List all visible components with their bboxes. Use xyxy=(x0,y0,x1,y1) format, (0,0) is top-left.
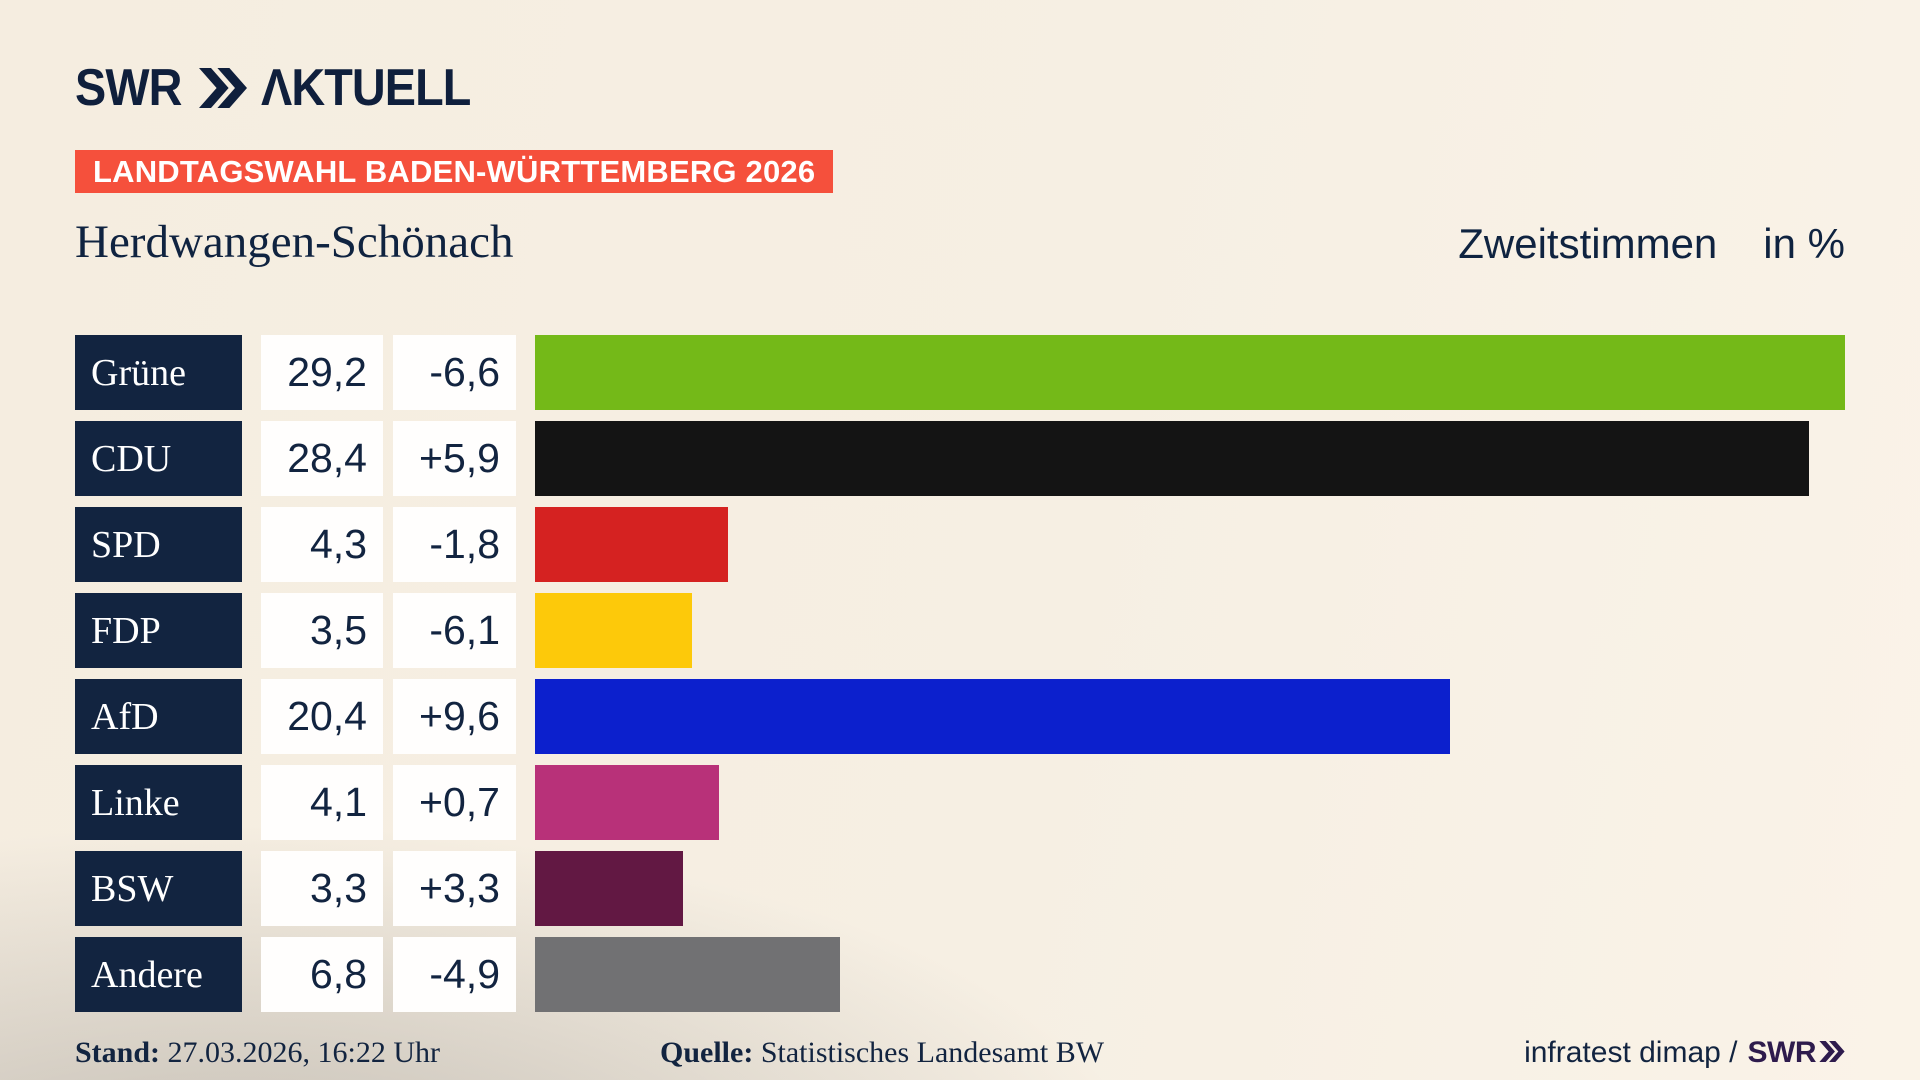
source-info: Quelle: Statistisches Landesamt BW xyxy=(660,1036,1524,1070)
party-label: SPD xyxy=(75,507,242,582)
swr-logo-text: SWR xyxy=(75,59,182,117)
stand-value: 27.03.2026, 16:22 Uhr xyxy=(167,1036,441,1069)
table-row: Andere 6,8 -4,9 xyxy=(75,937,1845,1012)
bar-track xyxy=(535,851,1845,926)
bar-track xyxy=(535,507,1845,582)
quelle-value: Statistisches Landesamt BW xyxy=(760,1036,1105,1069)
aktuell-logo-text: ΛKTUELL xyxy=(261,59,471,117)
change-cell: -6,1 xyxy=(393,593,516,668)
footer: Stand: 27.03.2026, 16:22 Uhr Quelle: Sta… xyxy=(75,1036,1845,1070)
bar-track xyxy=(535,335,1845,410)
change-cell: +0,7 xyxy=(393,765,516,840)
subtitle-metric: Zweitstimmen xyxy=(1458,220,1718,267)
result-bar xyxy=(535,937,841,1012)
value-cell: 3,5 xyxy=(261,593,383,668)
change-cell: +3,3 xyxy=(393,851,516,926)
result-bar xyxy=(535,679,1451,754)
bar-chart: Grüne 29,2 -6,6 CDU 28,4 +5,9 SPD 4,3 -1… xyxy=(75,335,1845,1012)
credit-info: infratest dimap / SWR xyxy=(1524,1036,1845,1070)
credit-text: infratest dimap / xyxy=(1524,1036,1738,1069)
party-label: CDU xyxy=(75,421,242,496)
double-chevron-right-icon xyxy=(1819,1036,1845,1070)
result-bar xyxy=(535,593,693,668)
party-label: FDP xyxy=(75,593,242,668)
bar-track xyxy=(535,679,1845,754)
table-row: AfD 20,4 +9,6 xyxy=(75,679,1845,754)
value-cell: 4,1 xyxy=(261,765,383,840)
bar-track xyxy=(535,937,1845,1012)
election-badge: LANDTAGSWAHL BADEN-WÜRTTEMBERG 2026 xyxy=(75,150,834,193)
swr-mini-logo: SWR xyxy=(1748,1036,1846,1070)
change-cell: -4,9 xyxy=(393,937,516,1012)
result-bar xyxy=(535,421,1810,496)
result-bar xyxy=(535,335,1845,410)
value-cell: 29,2 xyxy=(261,335,383,410)
value-cell: 6,8 xyxy=(261,937,383,1012)
value-cell: 3,3 xyxy=(261,851,383,926)
result-bar xyxy=(535,507,728,582)
swr-aktuell-logo: SWR ΛKTUELL xyxy=(75,62,494,114)
party-label: Linke xyxy=(75,765,242,840)
table-row: Grüne 29,2 -6,6 xyxy=(75,335,1845,410)
change-cell: +9,6 xyxy=(393,679,516,754)
party-label: AfD xyxy=(75,679,242,754)
chart-subtitle: Zweitstimmen in % xyxy=(1458,220,1845,268)
bar-track xyxy=(535,765,1845,840)
stand-label: Stand: xyxy=(75,1036,161,1069)
bar-track xyxy=(535,593,1845,668)
stand-info: Stand: 27.03.2026, 16:22 Uhr xyxy=(75,1036,660,1070)
table-row: CDU 28,4 +5,9 xyxy=(75,421,1845,496)
result-bar xyxy=(535,765,719,840)
table-row: Linke 4,1 +0,7 xyxy=(75,765,1845,840)
table-row: BSW 3,3 +3,3 xyxy=(75,851,1845,926)
value-cell: 20,4 xyxy=(261,679,383,754)
subtitle-unit: in % xyxy=(1763,220,1845,267)
party-label: BSW xyxy=(75,851,242,926)
value-cell: 4,3 xyxy=(261,507,383,582)
table-row: SPD 4,3 -1,8 xyxy=(75,507,1845,582)
result-bar xyxy=(535,851,684,926)
table-row: FDP 3,5 -6,1 xyxy=(75,593,1845,668)
bar-track xyxy=(535,421,1845,496)
change-cell: -6,6 xyxy=(393,335,516,410)
page-title: Herdwangen-Schönach xyxy=(75,216,514,268)
change-cell: -1,8 xyxy=(393,507,516,582)
party-label: Grüne xyxy=(75,335,242,410)
value-cell: 28,4 xyxy=(261,421,383,496)
credit-brand-text: SWR xyxy=(1747,1036,1817,1069)
double-chevron-right-icon xyxy=(197,68,249,108)
party-label: Andere xyxy=(75,937,242,1012)
quelle-label: Quelle: xyxy=(660,1036,754,1069)
change-cell: +5,9 xyxy=(393,421,516,496)
